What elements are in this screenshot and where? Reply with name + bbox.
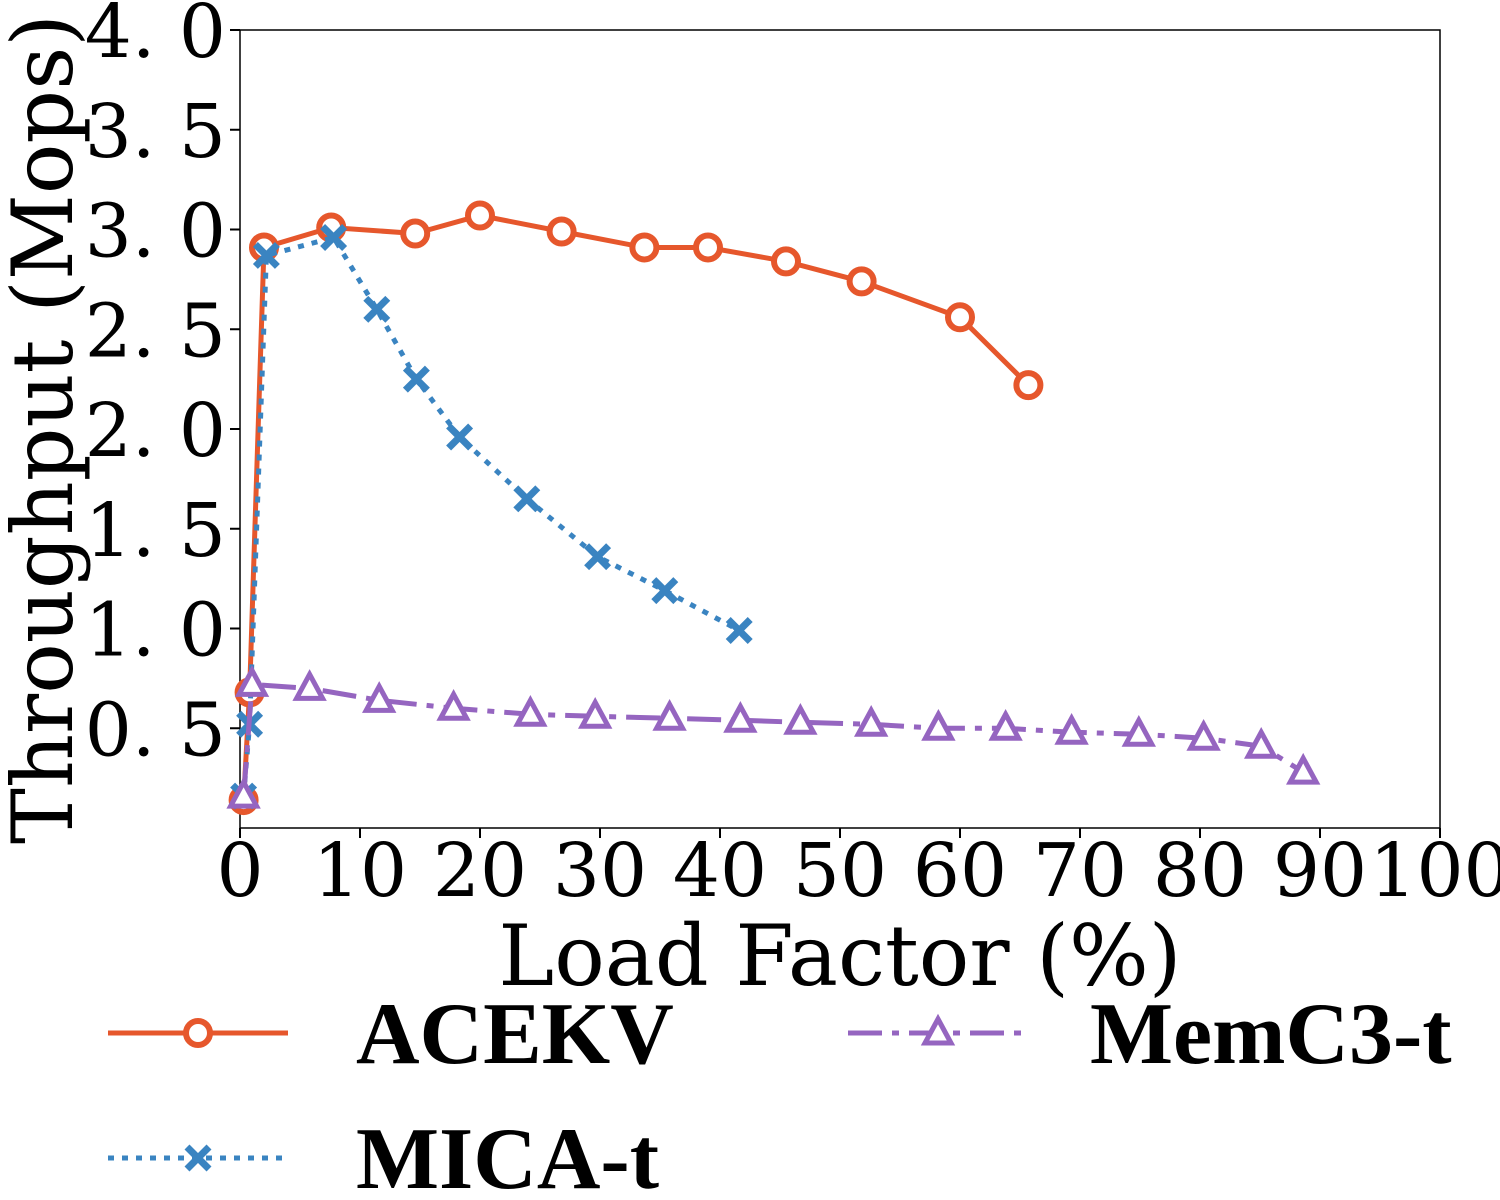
x-tick-label: 50: [793, 828, 887, 914]
data-point-memc3-t: [234, 665, 270, 697]
x-tick-label: 0: [216, 828, 263, 914]
data-point-memc3-t: [513, 695, 548, 727]
y-axis-title: Throughput (Mops): [0, 14, 92, 844]
data-point-mica-t: [651, 577, 679, 605]
y-tick-label: 3. 0: [85, 189, 226, 275]
data-point-memc3-t: [1054, 712, 1089, 745]
x-tick-label: 10: [313, 828, 407, 914]
data-point-acekv: [629, 232, 660, 263]
data-point-memc3-t: [578, 697, 613, 729]
x-tick-label: 100: [1369, 828, 1500, 914]
legend-label: ACEKV: [356, 986, 674, 1083]
legend-label: MemC3-t: [1090, 986, 1452, 1083]
data-point-acekv: [771, 246, 801, 277]
data-point-memc3-t: [436, 689, 471, 721]
series-layer: [226, 200, 1321, 816]
data-point-memc3-t: [226, 776, 261, 809]
data-point-memc3-t: [1286, 752, 1321, 785]
x-tick-label: 30: [553, 828, 647, 914]
series-line-acekv: [241, 212, 1031, 801]
data-point-memc3-t: [362, 681, 397, 713]
legend-item-memc3-t: MemC3-t: [848, 986, 1452, 1083]
data-point-acekv: [465, 200, 495, 231]
legend-marker: [920, 1013, 956, 1046]
y-tick-label: 2. 5: [85, 288, 226, 374]
data-point-acekv: [693, 232, 723, 263]
data-point-mica-t: [725, 617, 753, 644]
data-point-memc3-t: [723, 701, 758, 733]
series-memc3-t: [226, 665, 1321, 809]
data-point-mica-t: [363, 295, 391, 323]
data-point-mica-t: [320, 224, 348, 251]
x-axis-ticks: 0 10 20 30 40 50 60 70 80 90 100: [216, 828, 1500, 914]
y-tick-label: 1. 5: [85, 488, 226, 574]
legend-marker: [184, 1144, 212, 1172]
series-acekv: [228, 200, 1044, 816]
y-tick-label: 1. 0: [85, 588, 226, 674]
data-point-memc3-t: [652, 699, 687, 731]
legend-marker: [183, 1018, 213, 1048]
x-tick-label: 20: [433, 828, 527, 914]
x-tick-label: 90: [1273, 828, 1367, 914]
data-point-acekv: [546, 216, 577, 247]
x-tick-label: 60: [913, 828, 1007, 914]
data-point-acekv: [400, 218, 431, 249]
data-point-memc3-t: [921, 709, 956, 741]
y-axis-ticks: 0. 5 1. 0 1. 5 2. 0 2. 5 3. 0 3. 5 4. 0: [85, 0, 240, 773]
data-point-memc3-t: [1121, 714, 1156, 747]
data-point-memc3-t: [854, 705, 889, 737]
x-axis-title: Load Factor (%): [498, 907, 1181, 1005]
data-point-acekv: [846, 266, 877, 297]
data-point-acekv: [1013, 370, 1044, 401]
data-point-mica-t: [446, 423, 474, 451]
data-point-memc3-t: [1186, 718, 1221, 751]
y-tick-label: 4. 0: [85, 0, 226, 75]
data-point-mica-t: [513, 485, 541, 513]
y-tick-label: 0. 5: [85, 687, 226, 773]
legend-item-acekv: ACEKV: [108, 986, 674, 1083]
x-tick-label: 70: [1033, 828, 1127, 914]
x-tick-label: 80: [1153, 828, 1247, 914]
data-point-acekv: [945, 302, 975, 333]
data-point-mica-t: [252, 241, 280, 269]
data-point-mica-t: [402, 365, 430, 393]
x-tick-label: 40: [673, 828, 767, 914]
y-tick-label: 2. 0: [85, 388, 226, 474]
plot-area-frame: [239, 29, 1441, 829]
data-point-memc3-t: [292, 669, 327, 701]
data-point-mica-t: [584, 543, 612, 571]
data-point-memc3-t: [1244, 726, 1279, 759]
y-tick-label: 3. 5: [85, 89, 226, 175]
data-point-memc3-t: [783, 703, 818, 735]
legend-item-mica-t: MICA-t: [108, 1111, 659, 1200]
series-line-memc3-t: [241, 681, 1305, 797]
data-point-memc3-t: [988, 709, 1023, 741]
legend-label: MICA-t: [356, 1111, 659, 1200]
legend: ACEKV MICA-t MemC3-t: [108, 986, 1452, 1200]
